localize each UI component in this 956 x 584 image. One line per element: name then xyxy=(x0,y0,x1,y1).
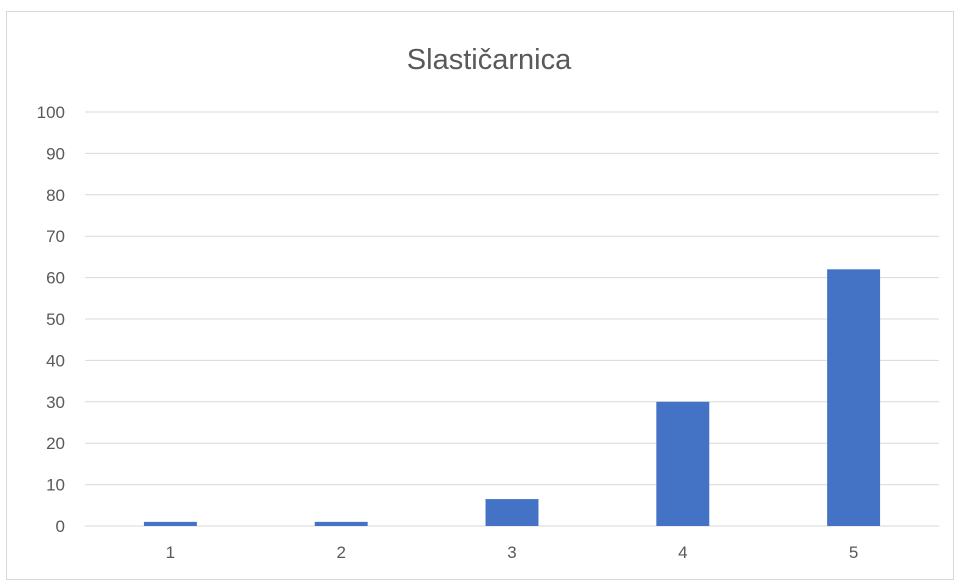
y-tick-label: 100 xyxy=(37,103,65,122)
bar xyxy=(314,521,368,526)
y-tick-label: 50 xyxy=(46,310,65,329)
bar xyxy=(485,499,539,526)
y-axis-tick-labels: 0 10 20 30 40 50 60 70 80 90 100 xyxy=(37,103,65,536)
bars xyxy=(143,269,881,526)
y-tick-label: 0 xyxy=(56,517,65,536)
chart-frame: Slastičarnica 0 10 20 30 40 50 60 70 80 90 100 1 2 3… xyxy=(6,11,954,580)
y-tick-label: 60 xyxy=(46,269,65,288)
y-tick-label: 40 xyxy=(46,351,65,370)
x-tick-label: 5 xyxy=(849,543,858,562)
bar xyxy=(656,401,710,526)
y-tick-label: 20 xyxy=(46,434,65,453)
y-tick-label: 10 xyxy=(46,476,65,495)
x-tick-label: 1 xyxy=(166,543,175,562)
gridlines xyxy=(85,111,939,527)
x-tick-label: 4 xyxy=(678,543,687,562)
chart-title: Slastičarnica xyxy=(407,44,572,76)
y-tick-label: 80 xyxy=(46,186,65,205)
y-tick-label: 90 xyxy=(46,144,65,163)
y-tick-label: 70 xyxy=(46,227,65,246)
x-tick-label: 3 xyxy=(507,543,516,562)
x-tick-label: 2 xyxy=(336,543,345,562)
bar xyxy=(143,521,197,526)
bar-chart: Slastičarnica 0 10 20 30 40 50 60 70 80 90 100 1 2 3… xyxy=(37,44,939,562)
bar xyxy=(827,269,881,526)
x-axis-tick-labels: 1 2 3 4 5 xyxy=(166,543,859,562)
y-tick-label: 30 xyxy=(46,393,65,412)
